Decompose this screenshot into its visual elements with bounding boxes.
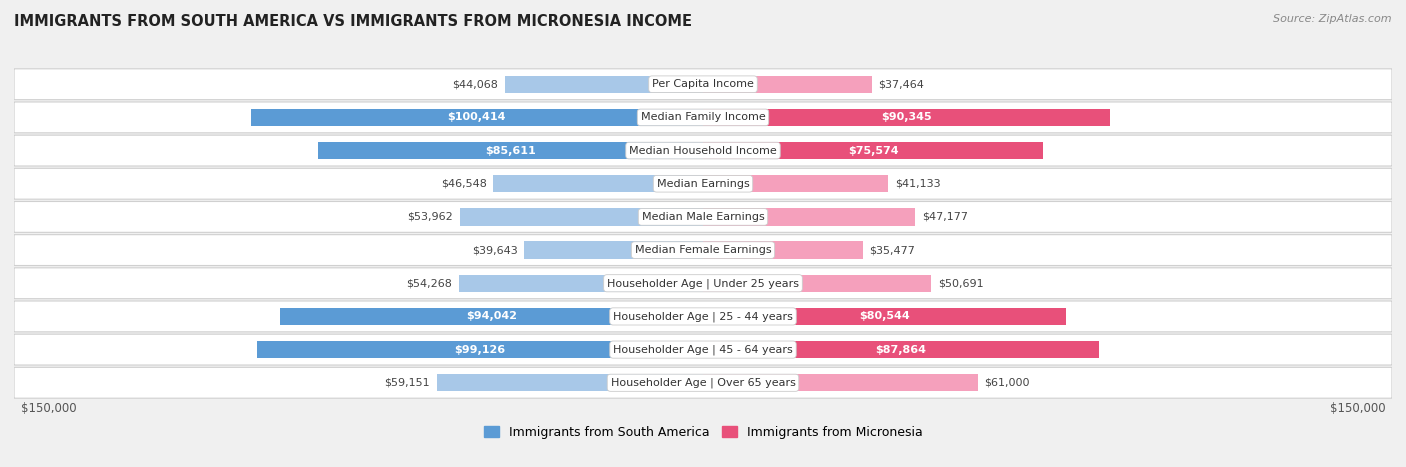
Bar — [703, 109, 1109, 126]
Bar — [703, 175, 889, 192]
Bar — [494, 175, 703, 192]
Text: Householder Age | Over 65 years: Householder Age | Over 65 years — [610, 377, 796, 388]
Bar — [703, 241, 863, 259]
Text: $47,177: $47,177 — [922, 212, 969, 222]
FancyBboxPatch shape — [14, 201, 1392, 233]
Bar — [505, 76, 703, 93]
Text: $54,268: $54,268 — [406, 278, 451, 288]
Text: $150,000: $150,000 — [21, 402, 76, 415]
FancyBboxPatch shape — [14, 168, 1392, 199]
FancyBboxPatch shape — [14, 135, 1392, 166]
Text: Median Family Income: Median Family Income — [641, 113, 765, 122]
Text: IMMIGRANTS FROM SOUTH AMERICA VS IMMIGRANTS FROM MICRONESIA INCOME: IMMIGRANTS FROM SOUTH AMERICA VS IMMIGRA… — [14, 14, 692, 29]
Text: $75,574: $75,574 — [848, 146, 898, 156]
Legend: Immigrants from South America, Immigrants from Micronesia: Immigrants from South America, Immigrant… — [478, 421, 928, 444]
Text: $53,962: $53,962 — [408, 212, 453, 222]
Bar — [458, 275, 703, 292]
Text: Householder Age | Under 25 years: Householder Age | Under 25 years — [607, 278, 799, 289]
Text: $90,345: $90,345 — [882, 113, 932, 122]
Bar — [703, 76, 872, 93]
Bar — [703, 341, 1098, 358]
Text: $59,151: $59,151 — [384, 378, 430, 388]
Text: Median Household Income: Median Household Income — [628, 146, 778, 156]
Text: $37,464: $37,464 — [879, 79, 924, 89]
Text: $41,133: $41,133 — [896, 179, 941, 189]
FancyBboxPatch shape — [14, 368, 1392, 398]
Text: $35,477: $35,477 — [869, 245, 915, 255]
FancyBboxPatch shape — [14, 268, 1392, 299]
Text: Householder Age | 25 - 44 years: Householder Age | 25 - 44 years — [613, 311, 793, 322]
FancyBboxPatch shape — [14, 234, 1392, 266]
Text: $100,414: $100,414 — [447, 113, 506, 122]
Text: $44,068: $44,068 — [451, 79, 498, 89]
FancyBboxPatch shape — [14, 102, 1392, 133]
Bar — [703, 275, 931, 292]
Bar — [318, 142, 703, 159]
Text: $39,643: $39,643 — [472, 245, 517, 255]
Bar — [460, 208, 703, 226]
FancyBboxPatch shape — [14, 334, 1392, 365]
Bar — [703, 142, 1043, 159]
FancyBboxPatch shape — [14, 69, 1392, 99]
Text: $150,000: $150,000 — [1330, 402, 1385, 415]
Bar — [703, 308, 1066, 325]
Bar — [257, 341, 703, 358]
Text: Median Male Earnings: Median Male Earnings — [641, 212, 765, 222]
Text: $85,611: $85,611 — [485, 146, 536, 156]
Bar — [703, 374, 977, 391]
Text: $99,126: $99,126 — [454, 345, 505, 354]
Bar — [280, 308, 703, 325]
Text: $61,000: $61,000 — [984, 378, 1031, 388]
Text: Median Female Earnings: Median Female Earnings — [634, 245, 772, 255]
Text: Householder Age | 45 - 64 years: Householder Age | 45 - 64 years — [613, 344, 793, 355]
Text: $46,548: $46,548 — [440, 179, 486, 189]
Bar — [524, 241, 703, 259]
Text: Source: ZipAtlas.com: Source: ZipAtlas.com — [1274, 14, 1392, 24]
Text: $94,042: $94,042 — [465, 311, 517, 321]
Bar — [250, 109, 703, 126]
Text: Per Capita Income: Per Capita Income — [652, 79, 754, 89]
Bar — [703, 208, 915, 226]
Text: $80,544: $80,544 — [859, 311, 910, 321]
Text: $87,864: $87,864 — [876, 345, 927, 354]
Text: Median Earnings: Median Earnings — [657, 179, 749, 189]
Bar — [437, 374, 703, 391]
FancyBboxPatch shape — [14, 301, 1392, 332]
Text: $50,691: $50,691 — [938, 278, 984, 288]
